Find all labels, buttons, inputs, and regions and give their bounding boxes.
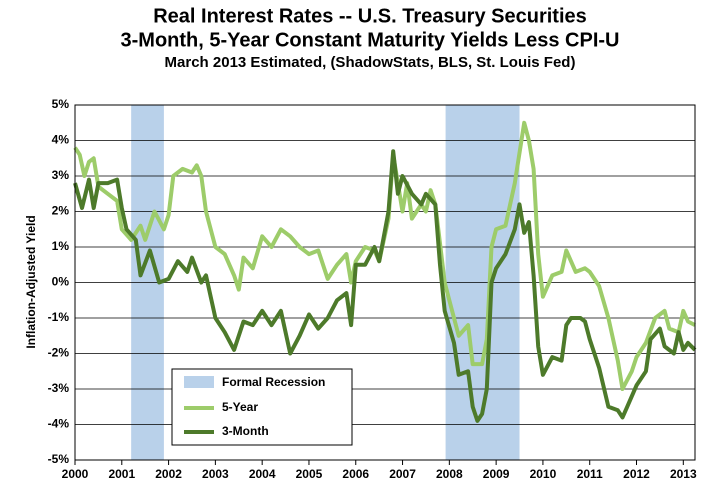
y-tick-label: 5% <box>52 97 70 111</box>
line-series <box>73 149 697 423</box>
y-tick-label: -3% <box>48 381 70 395</box>
y-tick-label: 3% <box>52 168 70 182</box>
x-tick-label: 2005 <box>296 467 323 481</box>
x-tick-label: 2004 <box>249 467 276 481</box>
x-tick-label: 2008 <box>436 467 463 481</box>
legend-label: 3-Month <box>222 424 269 438</box>
y-tick-label: 2% <box>52 204 70 218</box>
x-tick-label: 2009 <box>483 467 510 481</box>
x-tick-label: 2013 <box>670 467 697 481</box>
y-tick-label: 0% <box>52 275 70 289</box>
x-tick-label: 2006 <box>342 467 369 481</box>
legend-label: Formal Recession <box>222 375 325 389</box>
legend: Formal Recession 5-Year 3-Month <box>171 368 353 446</box>
x-tick-label: 2000 <box>62 467 89 481</box>
y-tick-label: -1% <box>48 310 70 324</box>
y-tick-label: -4% <box>48 417 70 431</box>
legend-swatch <box>184 376 214 388</box>
x-tick-label: 2012 <box>623 467 650 481</box>
x-tick-label: 2007 <box>389 467 416 481</box>
y-tick-label: 4% <box>52 133 70 147</box>
y-axis-label: Inflation-Adjusted Yield <box>24 215 38 348</box>
legend-label: 5-Year <box>222 400 258 414</box>
x-tick-label: 2002 <box>155 467 182 481</box>
chart-title: Real Interest Rates -- U.S. Treasury Sec… <box>153 5 587 27</box>
chart-subtitle: 3-Month, 5-Year Constant Maturity Yields… <box>121 29 620 51</box>
y-tick-label: -5% <box>48 452 70 466</box>
y-tick-label: -2% <box>48 346 70 360</box>
x-tick-label: 2010 <box>530 467 557 481</box>
y-tick-label: 1% <box>52 239 70 253</box>
x-tick-label: 2003 <box>202 467 229 481</box>
plot-frame <box>74 104 696 461</box>
chart-subtitle: March 2013 Estimated, (ShadowStats, BLS,… <box>165 54 576 71</box>
x-tick-label: 2001 <box>108 467 135 481</box>
x-tick-label: 2011 <box>577 467 603 481</box>
